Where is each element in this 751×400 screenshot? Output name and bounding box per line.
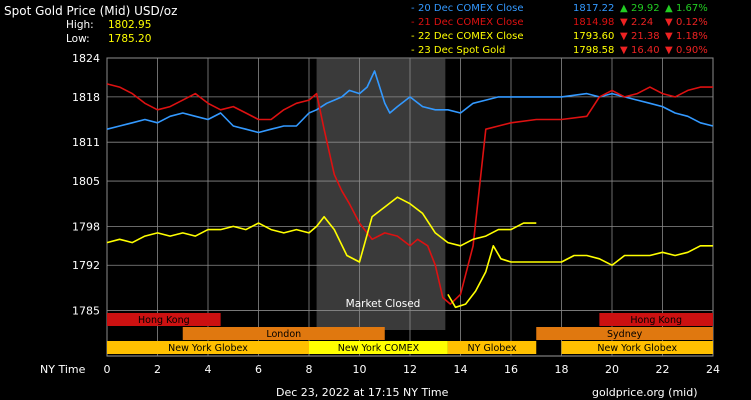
legend-row-0: 20 Dec COMEX Close 1817.22 ▲ 29.92 ▲ 1.6… [418,3,708,14]
legend-dash-2: - [411,31,415,42]
down-arrow-icon: ▼ [665,17,673,28]
low-label: Low: [66,33,90,45]
session-rect [447,341,537,354]
up-arrow-icon: ▲ [665,3,673,14]
x-tick-label: 20 [605,363,619,376]
session-label: Sydney [607,329,643,340]
down-arrow-icon: ▼ [620,17,628,28]
session-label: London [266,329,301,340]
y-tick-label: 1785 [72,305,100,318]
y-tick-label: 1824 [72,52,100,65]
down-arrow-icon: ▼ [665,31,673,42]
session-label: New York Globex [168,343,248,354]
legend-dash-3: - [411,45,415,56]
market-closed-label: Market Closed [346,298,421,310]
x-tick-label: 22 [656,363,670,376]
legend-label-1: 21 Dec COMEX Close [418,17,524,28]
session-bar: New York COMEX [309,341,448,354]
legend-change-2: 21.38 [631,31,660,42]
y-tick-label: 1798 [72,220,100,233]
x-tick-label: 18 [555,363,569,376]
x-tick-label: 0 [104,363,111,376]
high-label: High: [66,19,94,31]
legend-pct-3: 0.90% [676,45,708,56]
x-tick-label: 14 [454,363,468,376]
legend-label-0: 20 Dec COMEX Close [418,3,524,14]
session-bar: Hong Kong [107,313,221,326]
session-rect [107,313,221,326]
session-bar: Hong Kong [599,313,713,326]
footer-source: goldprice.org (mid) [592,386,698,399]
series-line-1 [106,83,713,305]
legend-pct-1: 0.12% [676,17,708,28]
session-rect [561,341,713,354]
session-bar: New York Globex [561,341,713,354]
y-axis-ticks: 1785 1792 1798 1805 1811 1818 1824 [72,52,100,318]
legend-row-3: 23 Dec Spot Gold 1798.58 ▼ 16.40 ▼ 0.90% [418,45,708,56]
legend-price-0: 1817.22 [573,3,614,14]
legend-row-2: 22 Dec COMEX Close 1793.60 ▼ 21.38 ▼ 1.1… [418,31,708,42]
session-label: Hong Kong [630,315,682,326]
grid [106,57,714,356]
x-tick-label: 2 [154,363,161,376]
legend-dash-1: - [411,17,415,28]
series-line-2 [106,196,537,263]
session-label: NY Globex [468,343,517,354]
high-value: 1802.95 [108,19,151,31]
legend-dash-0: - [411,3,415,14]
legend-pct-2: 1.18% [676,31,708,42]
legend-change-1: 2.24 [631,17,653,28]
x-tick-label: 8 [306,363,313,376]
session-rect [309,341,448,354]
x-tick-label: 6 [255,363,262,376]
legend-price-2: 1793.60 [573,31,614,42]
series-lines [106,70,714,309]
down-arrow-icon: ▼ [620,31,628,42]
legend-row-1: 21 Dec COMEX Close 1814.98 ▼ 2.24 ▼ 0.12… [418,17,708,28]
session-label: New York COMEX [338,343,420,354]
x-tick-label: 16 [504,363,518,376]
legend-pct-0: 1.67% [676,3,708,14]
legend-change-3: 16.40 [631,45,660,56]
session-bar: NY Globex [447,341,537,354]
y-tick-label: 1792 [72,259,100,272]
session-rect [182,327,385,340]
x-tick-label: 4 [205,363,212,376]
legend-change-0: 29.92 [631,3,660,14]
legend-label-3: 23 Dec Spot Gold [418,45,505,56]
session-label: New York Globex [597,343,677,354]
y-tick-label: 1811 [72,136,100,149]
session-bar: London [182,327,385,340]
x-tick-label: 12 [403,363,417,376]
session-rect [536,327,713,340]
session-bar: Sydney [536,327,713,340]
legend-label-2: 22 Dec COMEX Close [418,31,524,42]
low-value: 1785.20 [108,33,151,45]
series-line-3 [447,245,713,309]
chart-title: Spot Gold Price (Mid) USD/oz [4,4,177,18]
legend-price-3: 1798.58 [573,45,614,56]
session-rect [107,341,309,354]
x-tick-label: 24 [706,363,720,376]
session-rect [599,313,713,326]
down-arrow-icon: ▼ [665,45,673,56]
x-axis-ticks: 0 2 4 6 8 10 12 14 16 18 20 22 24 [104,363,721,376]
down-arrow-icon: ▼ [620,45,628,56]
series-line-0 [106,70,714,134]
market-closed-region [316,58,446,330]
up-arrow-icon: ▲ [620,3,628,14]
session-bars: Hong Kong Hong Kong London Sydney New York G… [107,313,713,354]
legend: 20 Dec COMEX Close 1817.22 ▲ 29.92 ▲ 1.6… [411,3,708,56]
y-tick-label: 1818 [72,91,100,104]
session-bar: New York Globex [107,341,309,354]
market-closed-shade [316,58,446,330]
footer-timestamp: Dec 23, 2022 at 17:15 NY Time [276,386,449,399]
x-axis-label: NY Time [40,363,86,376]
legend-price-1: 1814.98 [573,17,614,28]
session-label: Hong Kong [138,315,190,326]
x-tick-label: 10 [353,363,367,376]
y-tick-label: 1805 [72,175,100,188]
